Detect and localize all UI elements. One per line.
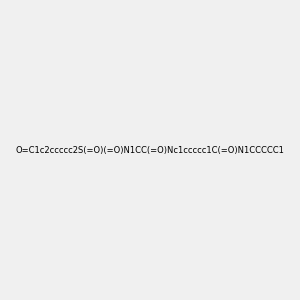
Text: O=C1c2ccccc2S(=O)(=O)N1CC(=O)Nc1ccccc1C(=O)N1CCCCC1: O=C1c2ccccc2S(=O)(=O)N1CC(=O)Nc1ccccc1C(…: [16, 146, 284, 154]
